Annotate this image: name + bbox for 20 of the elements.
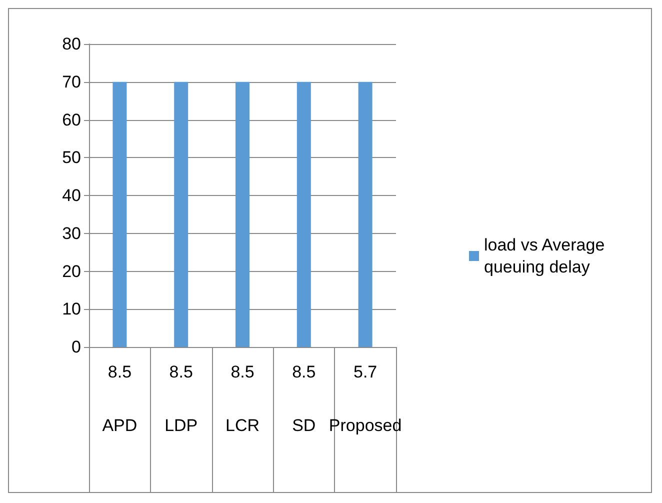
x-tick-label: LCR (225, 416, 260, 435)
y-tick-label: 20 (62, 262, 81, 281)
y-tick-label: 40 (62, 186, 81, 205)
y-tick-label: 70 (62, 72, 81, 92)
text: 8.5 (292, 362, 316, 382)
y-tick-label: 80 (62, 34, 81, 54)
text: 8.5 (169, 362, 193, 382)
y-tick-label: 50 (62, 148, 81, 168)
x-tick-label: Proposed (328, 416, 402, 435)
y-tick-label: 30 (62, 224, 81, 243)
x-tick-label: SD (292, 416, 316, 435)
y-tick-label: 60 (62, 110, 81, 130)
y-tick-label: 0 (72, 338, 81, 356)
text: 8.5 (230, 362, 254, 382)
y-tick-label: 10 (62, 300, 81, 319)
x-tick-label: LDP (164, 416, 198, 435)
text: 8.5 (108, 362, 132, 382)
x-tick-label: APD (102, 416, 138, 435)
text: 5.7 (353, 362, 378, 382)
legend-label: load vs Average queuing delay (484, 236, 610, 276)
